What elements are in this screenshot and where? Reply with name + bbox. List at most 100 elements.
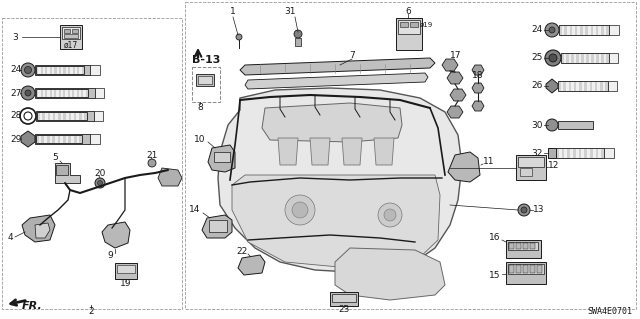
Bar	[56, 113, 58, 120]
Bar	[95, 88, 104, 98]
Bar	[410, 22, 418, 27]
Bar	[598, 26, 601, 34]
Bar	[400, 22, 408, 27]
Bar	[562, 26, 564, 34]
Bar	[71, 136, 74, 143]
Bar	[604, 26, 606, 34]
Circle shape	[24, 66, 31, 73]
Polygon shape	[442, 59, 458, 71]
Text: 31: 31	[284, 8, 296, 17]
Bar	[588, 26, 591, 34]
Polygon shape	[245, 73, 428, 89]
Polygon shape	[546, 79, 558, 93]
Bar	[74, 90, 77, 97]
Text: 15: 15	[488, 271, 500, 279]
Bar	[79, 90, 81, 97]
Bar	[548, 148, 556, 158]
Bar	[516, 265, 521, 273]
Text: 28: 28	[10, 112, 21, 121]
Circle shape	[285, 195, 315, 225]
Circle shape	[378, 203, 402, 227]
Bar	[396, 18, 422, 50]
Bar	[38, 136, 42, 143]
Bar	[572, 26, 575, 34]
Text: 21: 21	[147, 151, 157, 160]
Circle shape	[549, 27, 555, 33]
Bar	[584, 54, 586, 63]
Bar	[609, 25, 619, 35]
Text: 19: 19	[120, 279, 132, 288]
Bar	[90, 65, 100, 75]
Bar	[506, 240, 541, 258]
Circle shape	[294, 30, 302, 38]
Bar	[561, 53, 609, 63]
Bar	[38, 66, 40, 73]
Bar	[330, 292, 358, 306]
Text: 8: 8	[197, 102, 203, 112]
Bar	[36, 111, 94, 121]
Polygon shape	[310, 138, 330, 165]
Bar	[56, 165, 68, 175]
Text: 16: 16	[488, 233, 500, 241]
Circle shape	[21, 63, 35, 77]
Bar	[593, 149, 596, 158]
Bar	[523, 243, 528, 249]
Bar	[537, 265, 542, 273]
Text: 9: 9	[107, 250, 113, 259]
Circle shape	[384, 209, 396, 221]
Bar	[589, 54, 591, 63]
Bar	[558, 81, 608, 91]
Bar	[64, 29, 70, 33]
Circle shape	[148, 159, 156, 167]
Circle shape	[21, 86, 35, 100]
Bar	[577, 26, 580, 34]
Polygon shape	[55, 163, 80, 183]
Bar	[35, 134, 90, 144]
Circle shape	[20, 108, 36, 124]
Bar	[198, 76, 212, 84]
Bar	[76, 113, 79, 120]
Polygon shape	[240, 58, 435, 75]
Bar	[581, 149, 584, 158]
Polygon shape	[202, 215, 232, 238]
Bar	[603, 81, 605, 91]
Polygon shape	[472, 65, 484, 75]
Bar	[506, 262, 546, 284]
Polygon shape	[262, 103, 402, 142]
Bar	[192, 67, 220, 102]
Bar	[509, 265, 514, 273]
Bar	[598, 149, 601, 158]
Bar	[36, 135, 82, 143]
Text: 29: 29	[10, 135, 21, 144]
Circle shape	[97, 181, 102, 186]
Text: ø19: ø19	[420, 22, 433, 28]
Circle shape	[292, 202, 308, 218]
Polygon shape	[238, 255, 265, 275]
Text: 11: 11	[483, 158, 495, 167]
Bar	[70, 66, 72, 73]
Bar	[570, 149, 573, 158]
Polygon shape	[447, 72, 463, 84]
Text: 17: 17	[450, 51, 461, 61]
Polygon shape	[335, 248, 445, 300]
Bar	[332, 294, 356, 302]
Bar	[40, 113, 42, 120]
Bar	[60, 25, 82, 49]
Bar	[561, 81, 563, 91]
Bar	[556, 148, 604, 158]
Bar	[56, 90, 59, 97]
Bar	[90, 134, 100, 144]
Polygon shape	[21, 131, 35, 147]
Text: 22: 22	[236, 248, 248, 256]
Bar	[66, 66, 68, 73]
Bar	[52, 90, 54, 97]
Bar	[604, 148, 614, 158]
Circle shape	[236, 34, 242, 40]
Polygon shape	[22, 215, 55, 242]
Bar	[516, 243, 521, 249]
Text: ø17: ø17	[64, 41, 78, 49]
Bar	[71, 113, 74, 120]
Circle shape	[518, 204, 530, 216]
Circle shape	[549, 54, 557, 62]
Bar	[52, 66, 54, 73]
